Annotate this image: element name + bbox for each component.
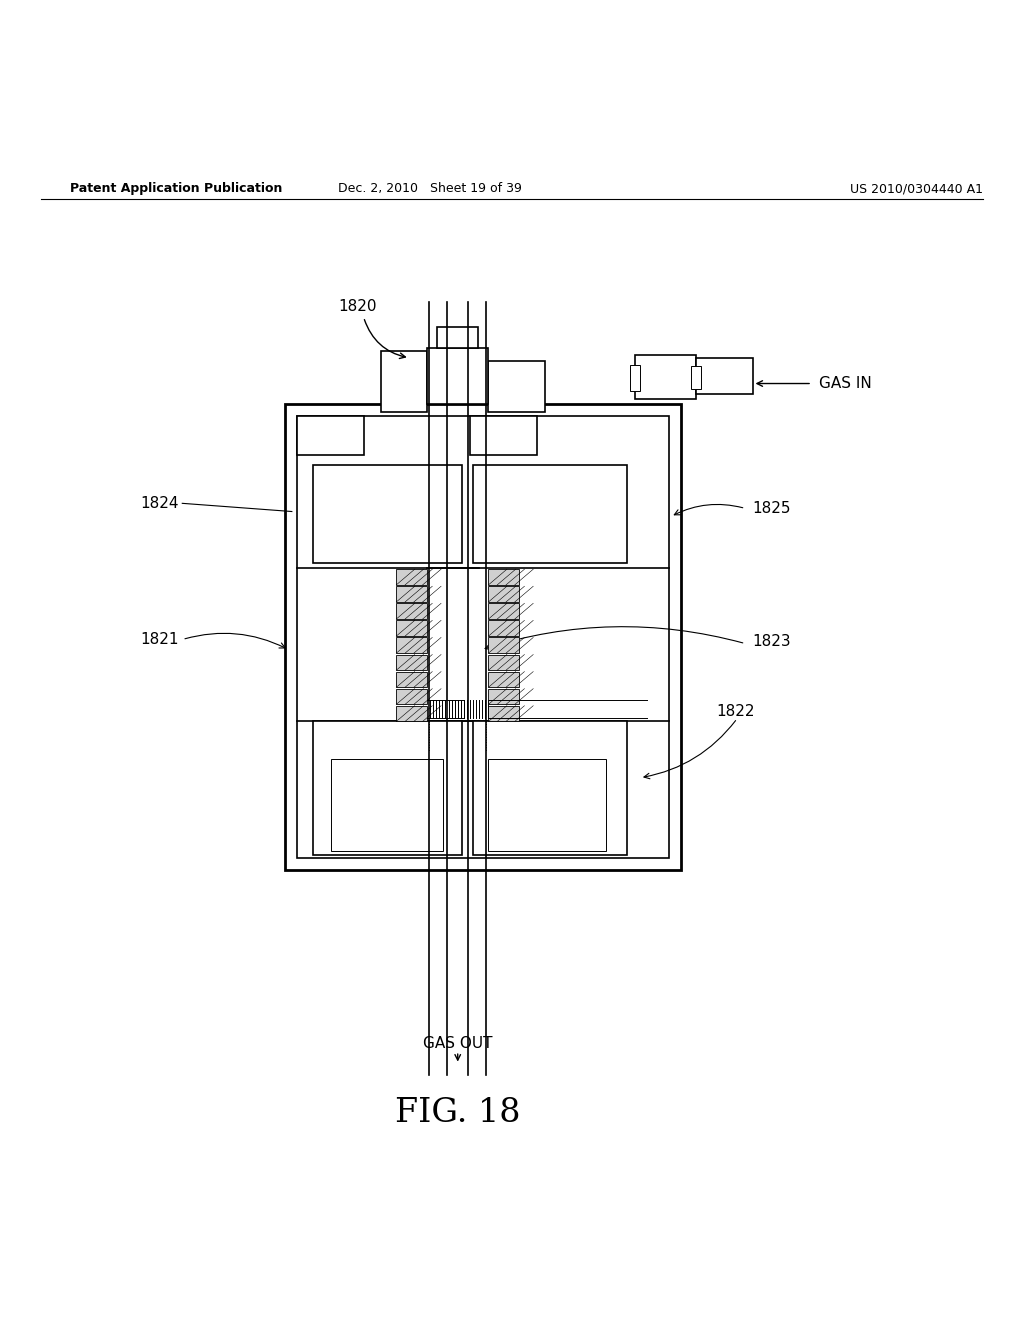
Bar: [396, 655, 427, 671]
Bar: [488, 603, 519, 619]
Bar: [427, 347, 488, 404]
Bar: [396, 689, 427, 705]
Text: Patent Application Publication: Patent Application Publication: [70, 182, 282, 195]
Bar: [396, 638, 427, 653]
Bar: [381, 351, 427, 412]
Bar: [396, 706, 427, 722]
Text: 1825: 1825: [753, 502, 792, 516]
Bar: [488, 586, 519, 602]
Bar: [488, 706, 519, 722]
Text: 1824: 1824: [140, 496, 179, 511]
Bar: [331, 759, 443, 851]
Bar: [396, 620, 427, 636]
Bar: [488, 620, 519, 636]
Bar: [488, 689, 519, 705]
Bar: [297, 416, 364, 455]
Bar: [285, 404, 681, 870]
Bar: [488, 672, 519, 688]
Bar: [473, 466, 627, 562]
Text: GAS IN: GAS IN: [819, 376, 872, 391]
Bar: [396, 672, 427, 688]
Bar: [473, 722, 627, 854]
Bar: [396, 569, 427, 585]
Bar: [297, 416, 669, 858]
Text: 1822: 1822: [717, 704, 756, 718]
Text: 1823: 1823: [753, 634, 792, 649]
Bar: [488, 759, 606, 851]
Bar: [630, 366, 640, 391]
Text: 1821: 1821: [140, 632, 179, 647]
Text: Dec. 2, 2010   Sheet 19 of 39: Dec. 2, 2010 Sheet 19 of 39: [338, 182, 522, 195]
Text: 1820: 1820: [338, 300, 377, 314]
Text: GAS OUT: GAS OUT: [423, 1036, 493, 1052]
Bar: [488, 638, 519, 653]
Bar: [470, 416, 537, 455]
Text: FIG. 18: FIG. 18: [395, 1097, 520, 1129]
Bar: [313, 466, 462, 562]
Text: US 2010/0304440 A1: US 2010/0304440 A1: [850, 182, 983, 195]
Bar: [313, 722, 462, 854]
Bar: [396, 586, 427, 602]
Bar: [691, 366, 701, 388]
Bar: [437, 327, 478, 347]
Bar: [488, 569, 519, 585]
Bar: [635, 355, 696, 399]
Bar: [696, 358, 753, 393]
Bar: [396, 603, 427, 619]
Bar: [488, 360, 545, 412]
Bar: [488, 655, 519, 671]
